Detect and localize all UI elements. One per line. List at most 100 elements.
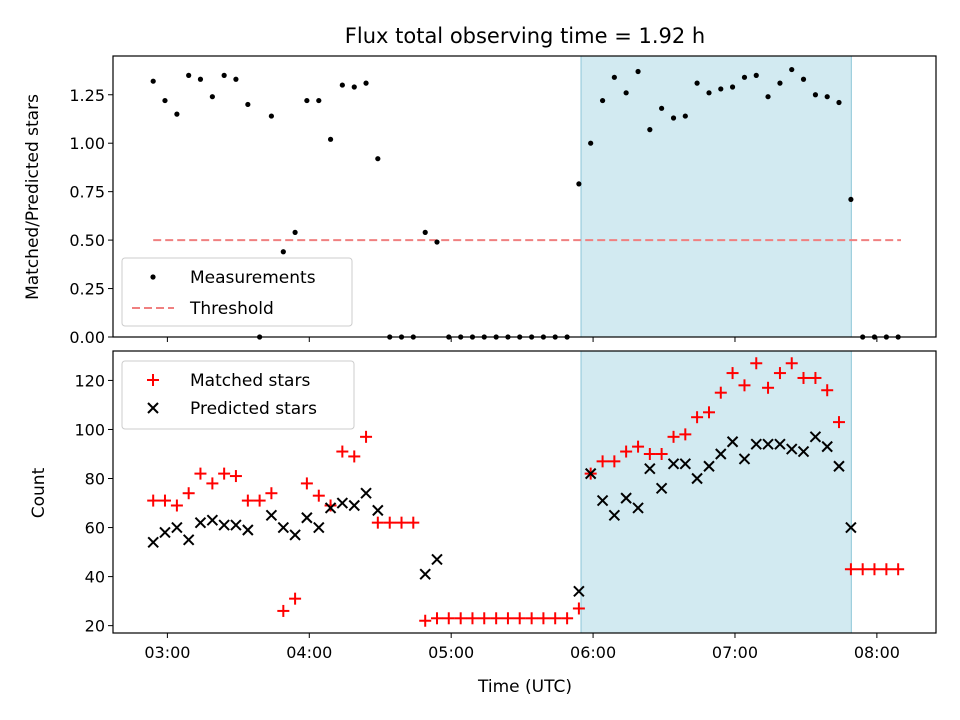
- measurement-point: [292, 229, 298, 235]
- measurement-point: [800, 76, 807, 82]
- matched-star-point: [679, 428, 692, 441]
- measurement-point: [836, 99, 842, 106]
- predicted-star-point: [372, 504, 384, 517]
- matched-star-point: [537, 612, 550, 625]
- matched-star-point: [218, 467, 231, 480]
- observing-window-shade-bottom: [580, 350, 852, 634]
- matched-star-point: [844, 563, 857, 576]
- matched-star-point: [501, 612, 514, 625]
- matched-star-point: [407, 516, 420, 529]
- legend-threshold-label: Threshold: [189, 299, 274, 319]
- predicted-star-point: [431, 553, 443, 566]
- x-tick-label: 04:00: [286, 643, 332, 662]
- measurement-point: [812, 92, 819, 98]
- measurement-point: [848, 196, 854, 203]
- y-tick-label: 60: [85, 519, 105, 538]
- matched-star-point: [608, 455, 621, 468]
- matched-star-point: [241, 494, 254, 507]
- matched-star-point: [513, 612, 526, 625]
- matched-star-point: [360, 430, 373, 443]
- matched-star-point: [655, 447, 668, 460]
- legend-predicted-label: Predicted stars: [190, 399, 317, 419]
- predicted-star-point: [691, 472, 703, 485]
- predicted-star-point: [584, 467, 597, 480]
- measurement-point: [706, 90, 712, 96]
- measurement-point: [150, 78, 156, 84]
- figure-title: Flux total observing time = 1.92 h: [345, 24, 705, 48]
- measurement-point: [233, 76, 239, 82]
- top-legend: Measurements Threshold: [121, 257, 353, 327]
- measurement-point: [422, 229, 428, 235]
- top-panel: 0.00 0.25 0.50 0.75 1.00 1.25 Matched/Predict…: [23, 55, 937, 347]
- measurement-point: [162, 97, 168, 104]
- bottom-legend-box: [121, 360, 355, 430]
- matched-star-point: [147, 494, 160, 507]
- matched-star-point: [691, 411, 704, 424]
- predicted-star-point: [644, 462, 656, 475]
- matched-star-point: [466, 612, 479, 625]
- measurement-point: [741, 74, 748, 80]
- observing-window-shade-top: [580, 55, 852, 338]
- measurement-point: [351, 84, 357, 90]
- matched-star-point: [158, 494, 171, 507]
- matched-star-point: [620, 445, 633, 458]
- predicted-star-point: [726, 436, 739, 448]
- bottom-panel-marks: [147, 357, 905, 627]
- y-tick-label: 100: [74, 420, 105, 439]
- predicted-star-point: [218, 519, 230, 531]
- top-panel-marks: [150, 66, 901, 340]
- predicted-star-point: [703, 460, 715, 472]
- y-tick-label: 1.25: [69, 86, 105, 105]
- matched-star-point: [632, 440, 645, 453]
- measurement-point: [777, 80, 783, 86]
- matched-star-point: [348, 450, 361, 463]
- predicted-star-point: [833, 460, 845, 472]
- matched-star-point: [430, 612, 443, 625]
- predicted-star-point: [289, 529, 301, 541]
- matched-star-point: [289, 592, 302, 605]
- y-tick-label: 0.00: [69, 328, 105, 347]
- measurement-point: [245, 101, 251, 108]
- measurement-point: [647, 127, 653, 133]
- matched-star-point: [525, 612, 538, 625]
- y-tick-label: 1.00: [69, 134, 105, 153]
- measurement-point: [635, 68, 641, 75]
- predicted-star-point: [679, 458, 692, 470]
- matched-star-point: [383, 516, 396, 529]
- predicted-star-point: [313, 521, 325, 534]
- matched-star-point: [821, 384, 834, 397]
- measurement-point: [718, 86, 724, 92]
- measurement-point: [363, 80, 369, 86]
- matched-star-point: [750, 357, 763, 370]
- matched-star-point: [419, 614, 432, 627]
- y-tick-label: 120: [74, 371, 105, 390]
- bottom-axis-ticks: 20 40 60 80 100 120 03:00 04:00 05:00 06:00 07:00 0…: [74, 371, 899, 662]
- matched-star-point: [194, 467, 207, 480]
- predicted-star-point: [715, 448, 727, 460]
- matched-star-point: [561, 612, 574, 625]
- predicted-star-point: [242, 524, 254, 536]
- x-tick-label: 03:00: [144, 643, 190, 662]
- measurement-point: [729, 84, 736, 90]
- matched-star-point: [454, 612, 467, 625]
- y-tick-label: 0.25: [69, 280, 105, 299]
- predicted-star-point: [667, 458, 680, 470]
- predicted-star-point: [360, 487, 372, 499]
- predicted-star-point: [277, 521, 290, 534]
- matched-star-point: [182, 487, 195, 500]
- predicted-star-point: [750, 438, 762, 450]
- x-tick-label: 07:00: [712, 643, 758, 662]
- matched-star-point: [253, 494, 266, 507]
- predicted-star-point: [301, 512, 313, 524]
- legend-measurements-marker: [150, 274, 156, 280]
- predicted-star-point: [762, 438, 774, 450]
- measurement-point: [576, 181, 582, 187]
- measurement-point: [765, 94, 771, 100]
- measurement-point: [327, 136, 334, 142]
- y-tick-label: 20: [85, 617, 105, 636]
- top-legend-box: [121, 257, 353, 327]
- matched-star-point: [797, 371, 810, 384]
- predicted-star-point: [845, 521, 857, 534]
- measurement-point: [375, 156, 381, 162]
- predicted-star-point: [230, 519, 242, 531]
